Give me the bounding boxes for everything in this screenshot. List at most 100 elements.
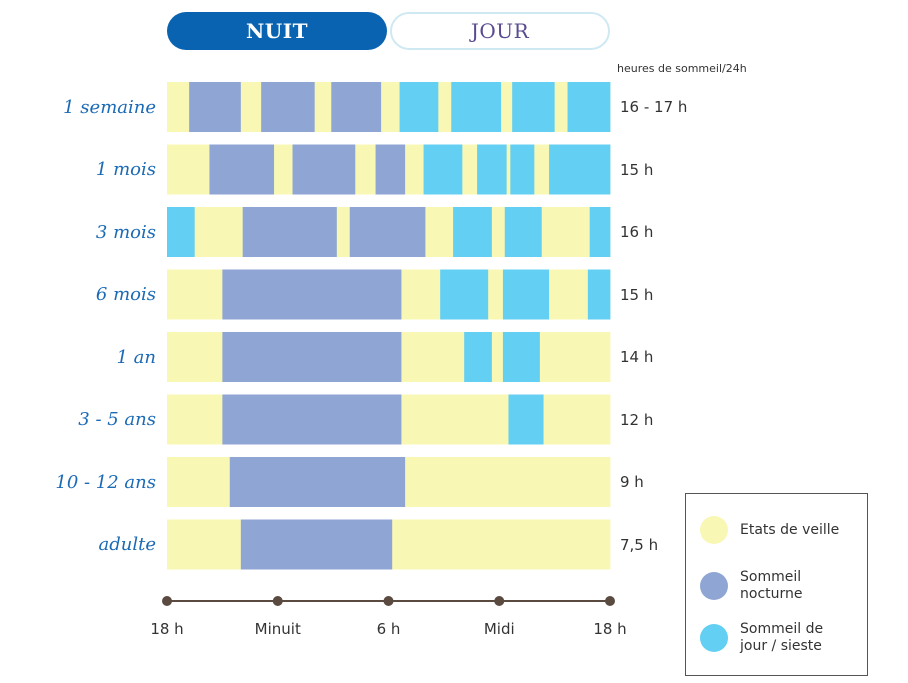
bar-segment-6-mois-wake-6 [549, 269, 589, 320]
bar-segment-adulte-wake-0 [167, 519, 242, 570]
bar-segment-1-semaine-wake-10 [501, 82, 513, 132]
bar-segment-1-mois-night-sleep-3 [292, 144, 356, 195]
bar-segment-1-semaine-wake-8 [438, 82, 452, 132]
row-hours-1-semaine: 16 - 17 h [620, 98, 688, 116]
bar-segment-1-semaine-wake-2 [240, 82, 262, 132]
legend-item-wake: Etats de veille [700, 516, 850, 544]
bar-segment-3-mois-night-sleep-2 [242, 207, 338, 257]
x-axis-tick-label-4: 18 h [593, 620, 627, 638]
bar-segment-6-mois-wake-2 [401, 269, 441, 320]
bar-segment-1-an-wake-2 [401, 332, 465, 382]
hours-header: heures de sommeil/24h [617, 62, 747, 75]
bar-segment-10-12-ans-wake-2 [405, 457, 611, 507]
row-label-1-an: 1 an [116, 346, 157, 368]
row-label-3-5-ans: 3 - 5 ans [78, 409, 156, 430]
bar-segment-1-semaine-day-sleep-13 [567, 82, 611, 132]
bar-segment-6-mois-wake-4 [488, 269, 504, 320]
legend-swatch-wake [700, 516, 728, 544]
bar-segment-1-semaine-night-sleep-5 [331, 82, 382, 132]
bar-segment-1-an-wake-6 [539, 332, 611, 382]
x-axis-tick-label-3: Midi [483, 620, 515, 638]
x-axis-tick-dot-4 [605, 596, 615, 606]
bar-segment-10-12-ans-wake-0 [167, 457, 231, 507]
bar-segment-3-mois-day-sleep-6 [453, 207, 493, 257]
bar-segment-6-mois-night-sleep-1 [222, 269, 402, 320]
legend-label-day-sleep: Sommeil de jour / sieste [740, 621, 824, 654]
x-axis-tick-label-1: Minuit [254, 620, 301, 638]
bar-segment-1-mois-day-sleep-9 [477, 144, 508, 195]
row-hours-3-5-ans: 12 h [620, 410, 654, 429]
bar-segment-6-mois-day-sleep-3 [440, 269, 489, 320]
row-label-6-mois: 6 mois [95, 284, 156, 305]
bar-segment-3-mois-wake-7 [491, 207, 506, 257]
row-hours-3-mois: 16 h [620, 223, 654, 241]
bar-segment-1-semaine-day-sleep-7 [399, 82, 439, 132]
bar-segment-adulte-wake-2 [392, 519, 611, 570]
bar-segment-1-semaine-wake-4 [314, 82, 332, 132]
bar-segment-3-5-ans-night-sleep-1 [222, 394, 402, 445]
bar-segment-1-semaine-day-sleep-9 [451, 82, 502, 132]
bar-segment-1-mois-wake-4 [355, 144, 376, 195]
bar-segment-1-mois-wake-12 [534, 144, 550, 195]
legend-label-night-sleep: Sommeil nocturne [740, 569, 803, 602]
bar-segment-adulte-night-sleep-1 [240, 519, 393, 570]
bar-segment-3-5-ans-day-sleep-3 [508, 394, 544, 445]
bar-segment-3-mois-wake-3 [336, 207, 351, 257]
bar-segment-1-mois-day-sleep-13 [549, 144, 611, 195]
row-hours-6-mois: 15 h [620, 285, 654, 304]
bar-segment-1-an-night-sleep-1 [222, 332, 402, 382]
bar-segment-1-semaine-wake-12 [554, 82, 568, 132]
bar-segment-3-mois-night-sleep-4 [349, 207, 426, 257]
bar-segment-3-mois-day-sleep-10 [589, 207, 611, 257]
bar-segment-1-semaine-wake-6 [381, 82, 400, 132]
legend-item-night-sleep: Sommeil nocturne [700, 569, 850, 603]
bar-segment-3-5-ans-wake-2 [401, 394, 509, 445]
row-label-1-semaine: 1 semaine [63, 96, 156, 118]
legend-item-day-sleep: Sommeil de jour / sieste [700, 621, 850, 655]
x-axis-tick-dot-2 [383, 596, 394, 606]
row-hours-10-12-ans: 9 h [620, 473, 644, 491]
bar-segment-3-5-ans-wake-4 [543, 394, 611, 445]
legend-swatch-day-sleep [700, 624, 728, 652]
bar-segment-1-mois-day-sleep-11 [510, 144, 535, 195]
row-label-10-12-ans: 10 - 12 ans [55, 471, 156, 493]
legend-label-wake: Etats de veille [740, 521, 840, 538]
x-axis-tick-label-0: 18 h [150, 620, 184, 638]
row-label-1-mois: 1 mois [95, 159, 156, 180]
tab-jour: JOUR [390, 12, 610, 50]
bar-segment-1-mois-wake-6 [405, 144, 424, 195]
bar-segment-10-12-ans-night-sleep-1 [229, 457, 406, 507]
bar-segment-1-mois-night-sleep-1 [209, 144, 275, 195]
bar-segment-6-mois-day-sleep-7 [587, 269, 611, 320]
bar-segment-3-mois-day-sleep-0 [167, 207, 196, 257]
bar-segment-3-5-ans-wake-0 [167, 394, 223, 445]
bar-segment-1-an-wake-0 [167, 332, 223, 382]
row-hours-adulte: 7,5 h [620, 535, 659, 554]
bar-segment-1-mois-wake-8 [462, 144, 478, 195]
bar-segment-1-mois-wake-2 [274, 144, 293, 195]
x-axis-tick-label-2: 6 h [376, 620, 401, 638]
bar-segment-1-an-wake-4 [491, 332, 504, 382]
bar-segment-1-semaine-night-sleep-3 [261, 82, 316, 132]
row-label-adulte: adulte [98, 534, 157, 555]
legend: Etats de veille Sommeil nocturne Sommeil… [685, 493, 868, 676]
x-axis-tick-dot-1 [272, 596, 283, 606]
bar-segment-1-mois-night-sleep-5 [375, 144, 406, 195]
bar-segment-3-mois-day-sleep-8 [504, 207, 543, 257]
bar-segment-1-semaine-day-sleep-11 [512, 82, 556, 132]
bar-segment-3-mois-wake-5 [425, 207, 454, 257]
tab-nuit: NUIT [167, 12, 387, 50]
bar-segment-3-mois-wake-9 [541, 207, 591, 257]
bar-segment-1-semaine-wake-0 [167, 82, 190, 132]
row-hours-1-an: 14 h [620, 348, 654, 366]
row-label-3-mois: 3 mois [95, 221, 156, 243]
bar-segment-1-an-day-sleep-5 [502, 332, 541, 382]
bar-segment-1-mois-wake-0 [167, 144, 210, 195]
bar-segment-1-semaine-night-sleep-1 [189, 82, 242, 132]
bar-segment-6-mois-wake-0 [167, 269, 223, 320]
bar-segment-3-mois-wake-1 [194, 207, 244, 257]
row-hours-1-mois: 15 h [620, 160, 654, 179]
bar-segment-1-mois-wake-10 [506, 144, 511, 195]
legend-swatch-night-sleep [700, 572, 728, 600]
